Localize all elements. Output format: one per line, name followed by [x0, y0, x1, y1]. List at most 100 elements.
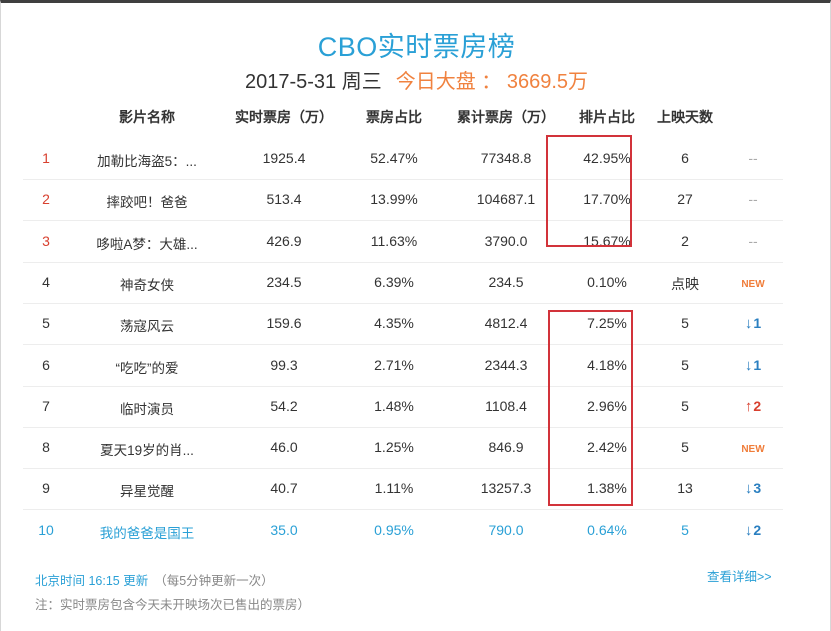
table-row[interactable]: 6 “吃吃”的爱 99.3 2.71% 2344.3 4.18% 5 ↓1: [23, 345, 783, 387]
table-header: 影片名称 实时票房（万） 票房占比 累计票房（万） 排片占比 上映天数: [23, 107, 783, 131]
column-header-realtime: 实时票房（万）: [235, 109, 333, 125]
box-office-share-cell: 52.47%: [370, 150, 418, 166]
total-box-office-cell: 234.5: [488, 273, 524, 290]
total-box-office-cell: 4812.4: [484, 315, 528, 332]
schedule-share-cell: 17.70%: [583, 191, 631, 208]
release-days-cell: 5: [681, 356, 689, 373]
movie-name-cell[interactable]: 夏天19岁的肖...: [100, 443, 194, 459]
realtime-box-office-cell: 426.9: [266, 232, 302, 249]
realtime-box-office-cell: 1925.4: [262, 150, 306, 166]
trend-cell: ↓1: [723, 315, 783, 332]
release-days-cell: 6: [681, 150, 689, 166]
table-row[interactable]: 5 荡寇风云 159.6 4.35% 4812.4 7.25% 5 ↓1: [23, 303, 783, 346]
trend-value: 1: [753, 356, 762, 373]
box-office-share-cell: 11.63%: [370, 232, 418, 249]
column-header-share: 票房占比: [366, 109, 422, 125]
rank-cell: 9: [42, 480, 50, 497]
table-row[interactable]: 8 夏天19岁的肖... 46.0 1.25% 846.9 2.42% 5 NEW: [23, 427, 783, 470]
arrow-up-icon: ↑: [744, 397, 753, 415]
subtitle: 2017-5-31 周三 今日大盘 ： 3669.5万: [1, 65, 831, 94]
rank-cell: 5: [42, 315, 50, 332]
update-time: 北京时间 16:15 更新: [35, 574, 149, 588]
release-days-cell: 5: [681, 397, 689, 414]
trend-value: --: [748, 150, 758, 166]
total-box-office-cell: 104687.1: [476, 191, 536, 208]
rank-cell: 8: [42, 439, 50, 456]
arrow-down-icon: ↓: [744, 521, 753, 539]
movie-name-cell[interactable]: “吃吃”的爱: [115, 360, 179, 376]
movie-name-cell[interactable]: 哆啦A梦：大雄...: [96, 236, 198, 252]
schedule-share-cell: 0.10%: [587, 273, 627, 290]
schedule-share-cell: 42.95%: [583, 150, 631, 166]
movie-name-cell[interactable]: 神奇女侠: [120, 277, 174, 293]
movie-name-cell[interactable]: 加勒比海盗5：...: [97, 154, 197, 169]
total-box-office-cell: 1108.4: [485, 397, 527, 414]
table-row[interactable]: 7 临时演员 54.2 1.48% 1108.4 2.96% 5 ↑2: [23, 386, 783, 428]
realtime-box-office-cell: 35.0: [270, 521, 298, 538]
column-header-total: 累计票房（万）: [457, 109, 555, 125]
arrow-down-icon: ↓: [744, 315, 753, 333]
trend-cell: ↓1: [723, 357, 783, 374]
realtime-box-office-cell: 513.4: [266, 191, 302, 208]
arrow-down-icon: ↓: [744, 480, 753, 498]
release-days-cell: 点映: [671, 275, 699, 292]
new-badge: NEW: [741, 278, 765, 290]
total-box-office-cell: 3790.0: [484, 232, 528, 249]
date-label: 2017-5-31 周三: [244, 71, 382, 93]
release-days-cell: 5: [681, 439, 689, 456]
release-days-cell: 27: [677, 191, 693, 208]
table-row[interactable]: 10 我的爸爸是国王 35.0 0.95% 790.0 0.64% 5 ↓2: [23, 510, 783, 551]
schedule-share-cell: 2.42%: [587, 439, 627, 456]
trend-value: 2: [753, 397, 762, 414]
trend-cell: --: [723, 233, 783, 249]
trend-value: --: [748, 191, 758, 208]
schedule-share-cell: 7.25%: [587, 315, 627, 332]
realtime-box-office-cell: 234.5: [266, 273, 302, 290]
table-row[interactable]: 3 哆啦A梦：大雄... 426.9 11.63% 3790.0 15.67% 2 --: [23, 221, 783, 263]
update-frequency: （每5分钟更新一次）: [154, 574, 274, 588]
movie-name-cell[interactable]: 异星觉醒: [120, 484, 174, 500]
page-title: CBO实时票房榜: [317, 32, 516, 62]
movie-name-cell[interactable]: 摔跤吧！爸爸: [106, 195, 188, 211]
trend-cell: --: [723, 150, 783, 166]
schedule-share-cell: 2.96%: [587, 397, 627, 414]
movie-name-cell[interactable]: 我的爸爸是国王: [99, 525, 195, 541]
table-row[interactable]: 2 摔跤吧！爸爸 513.4 13.99% 104687.1 17.70% 27 --: [23, 179, 783, 222]
trend-cell: ↓2: [723, 522, 783, 539]
footnote: 注：实时票房包含今天未开映场次已售出的票房）: [35, 598, 311, 612]
trend-cell: ↓3: [723, 480, 783, 497]
table-row[interactable]: 9 异星觉醒 40.7 1.11% 13257.3 1.38% 13 ↓3: [23, 468, 783, 511]
rank-cell: 6: [42, 356, 50, 373]
trend-value: 2: [753, 521, 762, 538]
trend-value: 1: [753, 315, 762, 332]
schedule-share-cell: 0.64%: [587, 521, 627, 538]
arrow-down-icon: ↓: [744, 356, 753, 374]
schedule-share-cell: 15.67%: [583, 232, 631, 249]
trend-cell: ↑2: [723, 398, 783, 415]
view-details-link[interactable]: 查看详细>>: [707, 570, 772, 584]
box-office-share-cell: 1.11%: [374, 480, 414, 497]
table-row[interactable]: 1 加勒比海盗5：... 1925.4 52.47% 77348.8 42.95% 6 --: [23, 138, 783, 180]
schedule-share-cell: 1.38%: [587, 480, 627, 497]
trend-cell: NEW: [723, 274, 783, 290]
total-box-office-cell: 846.9: [488, 439, 524, 456]
trend-value: 3: [753, 480, 762, 497]
box-office-share-cell: 1.48%: [374, 397, 414, 414]
release-days-cell: 2: [681, 232, 689, 249]
realtime-box-office-cell: 159.6: [266, 315, 302, 332]
movie-name-cell[interactable]: 临时演员: [120, 401, 174, 417]
schedule-highlight-box-top: [546, 135, 632, 247]
box-office-share-cell: 2.71%: [374, 356, 414, 373]
column-header-days: 上映天数: [657, 109, 713, 125]
trend-value: --: [748, 232, 758, 249]
movie-name-cell[interactable]: 荡寇风云: [120, 319, 174, 335]
box-office-share-cell: 13.99%: [370, 191, 418, 208]
trend-cell: NEW: [723, 439, 783, 455]
rank-cell: 1: [42, 150, 50, 166]
update-info: 北京时间 16:15 更新 （每5分钟更新一次）: [35, 570, 274, 589]
table-row[interactable]: 4 神奇女侠 234.5 6.39% 234.5 0.10% 点映 NEW: [23, 262, 783, 304]
column-header-name: 影片名称: [119, 109, 175, 125]
realtime-box-office-cell: 46.0: [270, 439, 298, 456]
schedule-share-cell: 4.18%: [587, 356, 627, 373]
